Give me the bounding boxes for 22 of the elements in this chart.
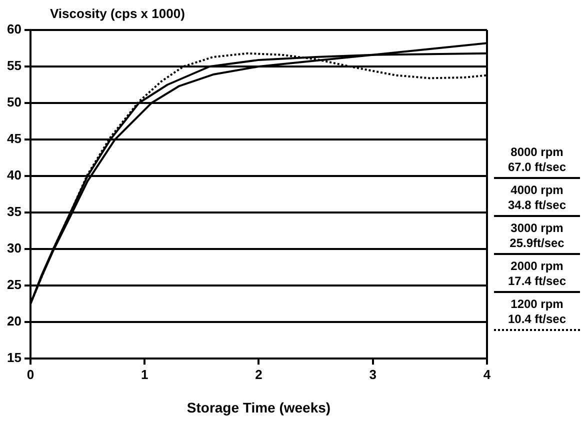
x-tick-label: 3 (369, 366, 376, 382)
y-tick-label: 35 (6, 204, 22, 220)
x-tick-label: 4 (483, 366, 492, 382)
legend-label: 2000 rpm 17.4 ft/sec (506, 259, 568, 289)
y-tick-label: 40 (6, 168, 22, 183)
legend-label: 3000 rpm 25.9ft/sec (508, 221, 566, 251)
y-tick-label: 45 (6, 131, 22, 146)
y-axis-title: Viscosity (cps x 1000) (50, 6, 185, 21)
y-tick-label: 25 (6, 277, 22, 292)
x-tick-label: 2 (255, 366, 262, 382)
y-tick-label: 20 (6, 314, 22, 329)
y-tick-label: 60 (6, 22, 22, 37)
text: 1200 rpm 10.4 ft/sec (506, 297, 568, 327)
x-tick-label: 1 (140, 366, 148, 382)
y-tick-label: 30 (6, 240, 22, 256)
x-tick-label: 0 (26, 366, 34, 382)
y-tick-label: 15 (6, 350, 22, 366)
y-tick-label: 50 (6, 94, 22, 110)
text: 8000 rpm 67.0 ft/sec (506, 145, 568, 175)
y-tick-label: 55 (6, 58, 22, 74)
text: 4000 rpm 34.8 ft/sec (506, 183, 568, 213)
x-axis-title: Storage Time (weeks) (186, 399, 331, 416)
